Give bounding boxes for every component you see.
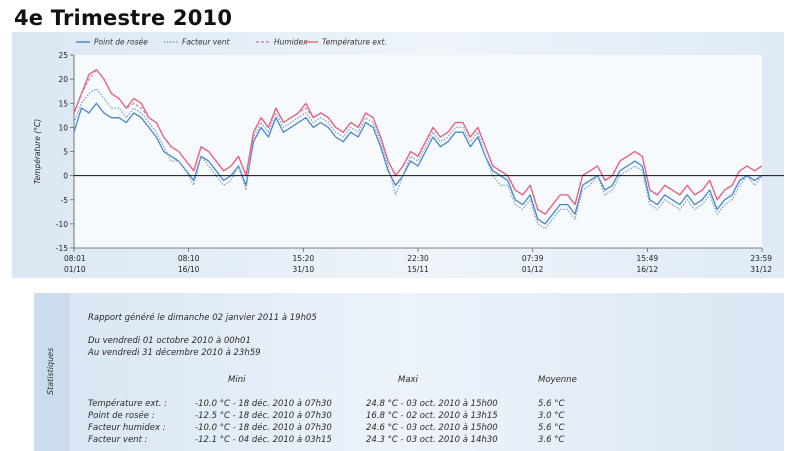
y-tick-label: 15 bbox=[58, 99, 68, 108]
page-title: 4e Trimestre 2010 bbox=[14, 6, 233, 30]
y-tick-label: 20 bbox=[58, 75, 68, 84]
report-generated-text: Rapport généré le dimanche 02 janvier 20… bbox=[88, 313, 317, 323]
x-tick-label: 16/10 bbox=[178, 265, 200, 274]
statistics-side-label: Statistiques bbox=[46, 347, 55, 395]
stat-row-min: -10.0 °C - 18 déc. 2010 à 07h30 bbox=[195, 399, 332, 409]
x-tick-label: 16/12 bbox=[637, 265, 659, 274]
x-tick-label: 31/12 bbox=[750, 265, 772, 274]
stat-row-max: 16.8 °C - 02 oct. 2010 à 13h15 bbox=[366, 411, 498, 421]
x-tick-label: 08:10 bbox=[178, 254, 200, 263]
statistics-panel bbox=[34, 293, 784, 451]
x-tick-label: 15:49 bbox=[637, 254, 659, 263]
legend-label: Facteur vent bbox=[182, 38, 231, 47]
stat-row-max: 24.6 °C - 03 oct. 2010 à 15h00 bbox=[366, 423, 498, 433]
header-avg: Moyenne bbox=[538, 375, 577, 385]
legend-label: Température ext. bbox=[322, 38, 387, 47]
x-tick-label: 23:59 bbox=[750, 254, 772, 263]
header-max: Maxi bbox=[398, 375, 418, 385]
stat-row-label: Point de rosée : bbox=[88, 411, 155, 421]
temperature-chart: -15 -10 -5 0 5 10 15 20 25 Température (°C) 08:01 0… bbox=[33, 38, 784, 274]
x-tick-label: 07:39 bbox=[522, 254, 544, 263]
y-tick-label: 25 bbox=[58, 51, 68, 60]
x-tick-label: 22:30 bbox=[407, 254, 429, 263]
period-start-text: Du vendredi 01 octobre 2010 à 00h01 bbox=[88, 336, 251, 346]
stat-row-max: 24.8 °C - 03 oct. 2010 à 15h00 bbox=[366, 399, 498, 409]
period-end-text: Au vendredi 31 décembre 2010 à 23h59 bbox=[88, 348, 261, 358]
stat-row-min: -12.1 °C - 04 déc. 2010 à 03h15 bbox=[195, 435, 332, 445]
legend-label: Humidex bbox=[274, 38, 308, 47]
series-line bbox=[73, 102, 763, 225]
header-min: Mini bbox=[228, 375, 246, 385]
x-tick-label: 08:01 bbox=[64, 254, 86, 263]
y-tick-label: -10 bbox=[56, 220, 68, 229]
stat-row-label: Facteur vent : bbox=[88, 435, 148, 445]
x-tick-label: 01/12 bbox=[522, 265, 544, 274]
x-tick-label: 15:20 bbox=[293, 254, 315, 263]
y-axis-label: Température (°C) bbox=[33, 119, 42, 184]
plot-area bbox=[74, 55, 762, 248]
statistics-side-bar bbox=[34, 293, 70, 451]
y-tick-label: 10 bbox=[58, 123, 68, 132]
chart-panel: -15 -10 -5 0 5 10 15 20 25 Température (°C) 08:01 0… bbox=[12, 32, 784, 278]
x-tick-label: 15/11 bbox=[407, 265, 429, 274]
x-tick-label: 01/10 bbox=[64, 265, 86, 274]
x-tick-label: 31/10 bbox=[293, 265, 315, 274]
series-line bbox=[73, 68, 763, 215]
y-tick-label: -5 bbox=[61, 196, 69, 205]
y-tick-label: 0 bbox=[63, 172, 68, 181]
stat-row-label: Facteur humidex : bbox=[88, 423, 166, 433]
stat-row-avg: 5.6 °C bbox=[538, 399, 565, 409]
stat-row-min: -12.5 °C - 18 déc. 2010 à 07h30 bbox=[195, 411, 332, 421]
stat-row-min: -10.0 °C - 18 déc. 2010 à 07h30 bbox=[195, 423, 332, 433]
y-tick-label: 5 bbox=[63, 148, 68, 157]
y-tick-label: -15 bbox=[56, 244, 68, 253]
stat-row-avg: 5.6 °C bbox=[538, 423, 565, 433]
stat-row-label: Température ext. : bbox=[88, 399, 167, 409]
stat-row-avg: 3.6 °C bbox=[538, 435, 565, 445]
legend-label: Point de rosée bbox=[94, 38, 148, 47]
stat-row-max: 24.3 °C - 03 oct. 2010 à 14h30 bbox=[366, 435, 498, 445]
stat-row-avg: 3.0 °C bbox=[538, 411, 565, 421]
